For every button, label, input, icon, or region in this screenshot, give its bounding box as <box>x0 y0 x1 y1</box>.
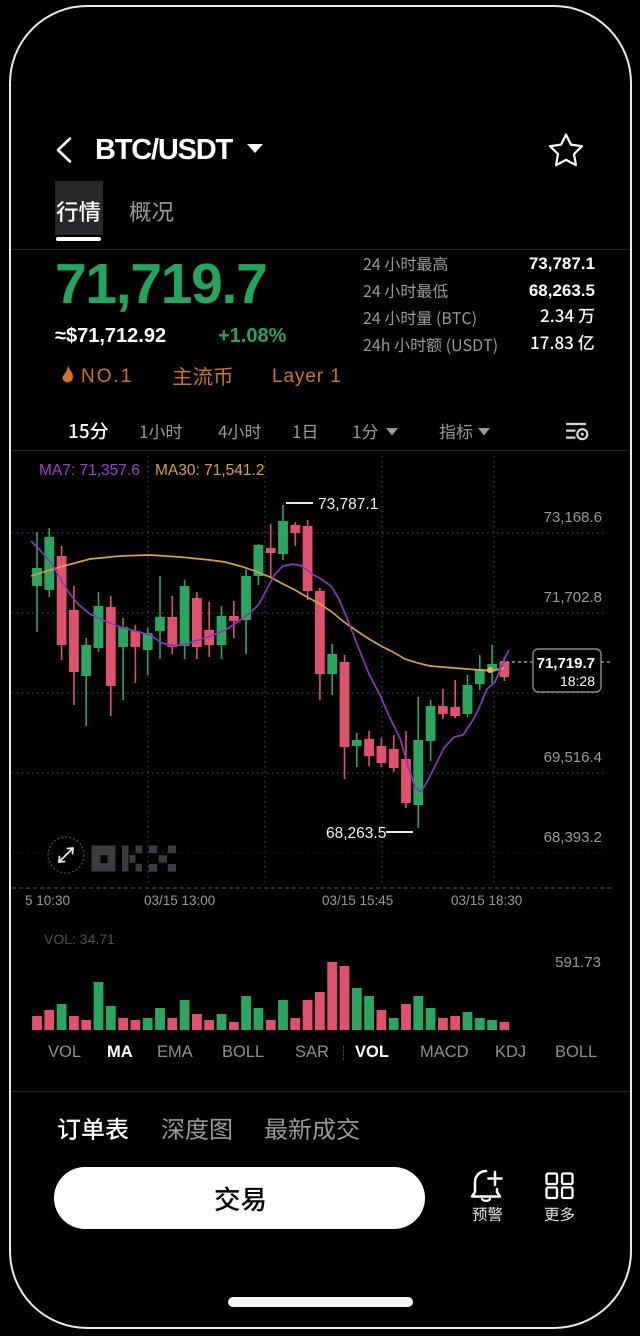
svg-text:MA30: 71,541.2: MA30: 71,541.2 <box>155 462 264 479</box>
svg-text:73,787.1: 73,787.1 <box>318 496 378 513</box>
svg-text:03/15 13:00: 03/15 13:00 <box>144 893 215 908</box>
svg-text:68,263.5: 68,263.5 <box>326 825 386 842</box>
svg-text:591.73: 591.73 <box>555 954 601 971</box>
svg-text:68,393.2: 68,393.2 <box>544 829 602 846</box>
svg-text:71,719.7: 71,719.7 <box>537 655 595 672</box>
svg-text:03/15 15:45: 03/15 15:45 <box>322 893 393 908</box>
svg-text:18:28: 18:28 <box>560 673 595 689</box>
svg-text:71,702.8: 71,702.8 <box>544 589 602 606</box>
svg-text:5 10:30: 5 10:30 <box>25 893 70 908</box>
svg-text:03/15 18:30: 03/15 18:30 <box>451 893 522 908</box>
svg-text:73,168.6: 73,168.6 <box>544 509 602 526</box>
svg-text:69,516.4: 69,516.4 <box>544 749 602 766</box>
svg-text:VOL: 34.71: VOL: 34.71 <box>44 931 115 947</box>
svg-text:MA7: 71,357.6: MA7: 71,357.6 <box>39 462 140 479</box>
